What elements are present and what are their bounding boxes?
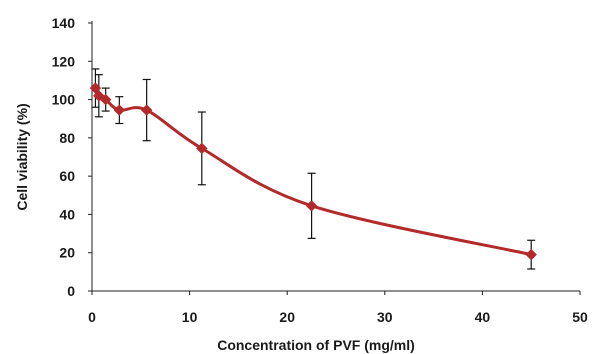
- error-bars: [91, 68, 536, 270]
- series-markers: [89, 82, 537, 261]
- data-point: [525, 248, 537, 261]
- data-point: [93, 90, 105, 102]
- axes: [91, 21, 580, 292]
- data-point: [99, 93, 112, 106]
- y-tick-label: 40: [59, 206, 75, 222]
- x-axis-title: Concentration of PVF (mg/ml): [217, 337, 415, 353]
- data-point: [305, 200, 318, 212]
- data-point: [140, 104, 153, 116]
- x-tick-label: 0: [88, 309, 96, 325]
- x-tick-label: 30: [377, 309, 393, 325]
- y-axis-ticks: 0 20 40 60 80 100 120 140: [52, 15, 92, 299]
- y-tick-label: 0: [67, 283, 75, 299]
- data-point: [89, 82, 102, 94]
- x-tick-label: 50: [572, 309, 588, 325]
- x-tick-label: 10: [182, 309, 198, 325]
- data-point: [196, 142, 208, 155]
- y-tick-label: 100: [52, 92, 76, 108]
- y-tick-label: 80: [59, 130, 75, 146]
- series-line: [93, 86, 533, 257]
- y-tick-label: 120: [52, 53, 76, 69]
- y-tick-label: 140: [52, 15, 76, 31]
- y-axis-title: Cell viability (%): [14, 103, 30, 210]
- data-point: [113, 104, 126, 116]
- x-tick-label: 20: [279, 309, 295, 325]
- x-axis-ticks: 0 10 20 30 40 50: [88, 291, 588, 325]
- x-tick-label: 40: [475, 309, 491, 325]
- y-tick-label: 60: [59, 168, 75, 184]
- y-tick-label: 20: [59, 245, 75, 261]
